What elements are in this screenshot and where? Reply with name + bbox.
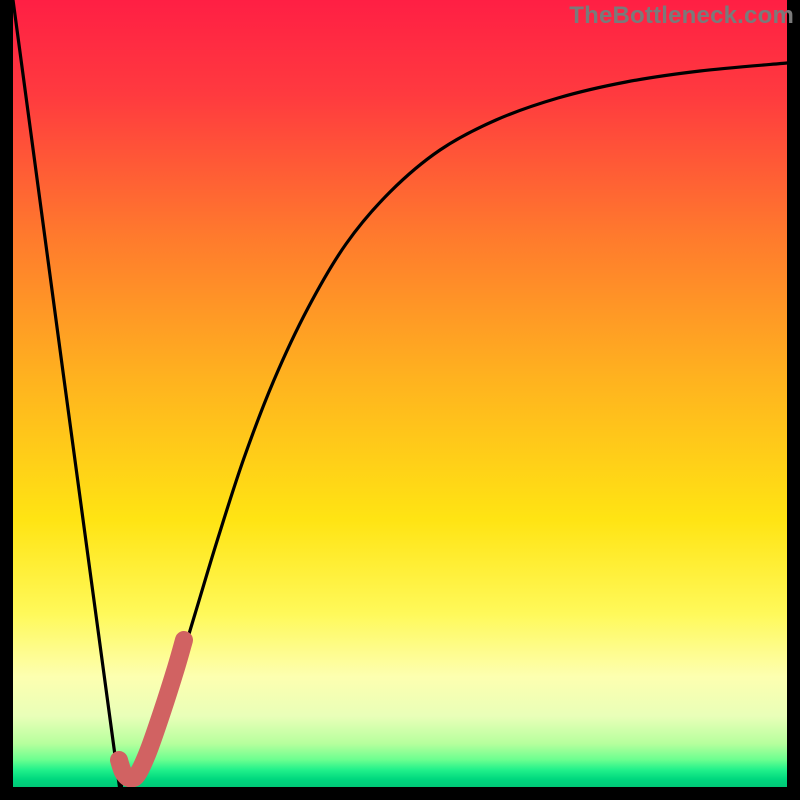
chart-container: TheBottleneck.com bbox=[0, 0, 800, 800]
watermark-text: TheBottleneck.com bbox=[569, 2, 794, 30]
chart-plot-area bbox=[13, 0, 787, 787]
bottleneck-chart bbox=[0, 0, 800, 800]
